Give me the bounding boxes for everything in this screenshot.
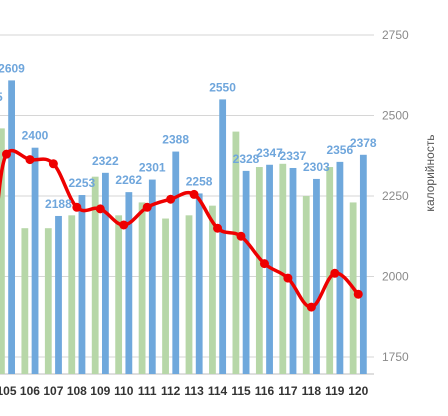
bar-secondary [138,202,146,374]
bar-primary [242,170,250,374]
data-label: 2301 [139,161,166,175]
data-label: 2337 [280,149,307,163]
x-axis: 1051061071081091101111121131141151161171… [0,384,369,398]
trend-point [119,220,129,230]
data-label: 2550 [209,80,236,94]
data-label: 2262 [115,173,142,187]
trend-point [353,289,363,299]
data-label: 2388 [162,133,189,147]
x-tick-label: 116 [255,384,275,398]
trend-point [306,302,316,312]
bar-primary [195,193,203,374]
trend-point [48,159,58,169]
data-label: 2347 [256,146,283,160]
bar-primary [78,195,86,374]
x-tick-label: 111 [138,384,157,398]
bar-secondary [209,205,216,374]
trend-point [213,223,223,233]
bar-primary [102,172,109,374]
data-label: 2322 [92,154,119,168]
x-tick-label: 110 [114,384,134,398]
trend-point [236,231,246,241]
bar-primary [289,167,297,374]
data-label: 2328 [233,152,260,166]
x-tick-label: 114 [208,384,228,398]
trend-line-group [0,148,363,312]
y-tick-label: 2250 [382,189,409,203]
trend-point [25,155,35,165]
bar-primary [172,151,180,374]
bar-primary [313,178,320,374]
bar-secondary [162,218,169,374]
x-tick-label: 109 [90,384,110,398]
bar-secondary [326,167,334,374]
data-label: 2609 [0,61,25,75]
bar-secondary [232,131,240,374]
bar-primary [148,179,156,374]
bar-secondary [44,228,52,374]
data-label: 2356 [326,143,353,157]
data-label-partial: 5 [0,90,3,104]
bar-primary [8,80,15,374]
data-label: 2188 [45,197,72,211]
x-tick-label: 117 [278,384,298,398]
x-tick-label: 106 [20,384,40,398]
y-tick-label: 2500 [382,109,409,123]
bar-primary [266,164,273,374]
bar-primary [31,147,39,374]
bar-primary [55,215,62,374]
trend-point [142,202,152,212]
data-label: 2303 [303,160,330,174]
bar-secondary [185,215,193,374]
bar-secondary [68,215,76,374]
bar-secondary [279,163,287,374]
y-axis: 1750 2000 2250 2500 2750 [382,28,409,364]
y-tick-label: 1750 [382,350,409,364]
y-tick-label: 2000 [382,270,409,284]
x-tick-label: 105 [0,384,17,398]
data-label: 2378 [350,136,377,150]
data-label: 2400 [22,129,49,143]
bar-primary [336,161,344,374]
x-tick-label: 119 [325,384,345,398]
x-tick-label: 113 [184,384,204,398]
trend-point [189,189,199,199]
bar-secondary [21,228,29,374]
y-axis-label: калорийность [423,134,437,211]
trend-point [95,204,105,214]
x-tick-label: 118 [302,384,322,398]
bar-secondary [302,196,310,374]
trend-point [283,273,293,283]
x-tick-label: 112 [161,384,181,398]
bar-secondary [255,167,263,374]
x-tick-label: 115 [231,384,251,398]
trend-point [259,259,269,269]
y-tick-label: 2750 [382,28,409,42]
data-label: 2258 [186,174,213,188]
trend-point [2,149,11,159]
trend-point [330,268,340,278]
bar-secondary [91,176,99,374]
x-tick-label: 120 [348,384,368,398]
x-tick-label: 107 [43,384,63,398]
x-tick-label: 108 [67,384,87,398]
bar-secondary [0,128,5,374]
data-label: 2253 [68,176,95,190]
bar-primary [125,192,133,374]
bar-primary [359,154,367,374]
bar-group [0,80,367,375]
bar-primary [219,99,227,375]
trend-point [72,202,82,212]
bar-secondary [115,215,123,374]
trend-point [166,194,176,204]
